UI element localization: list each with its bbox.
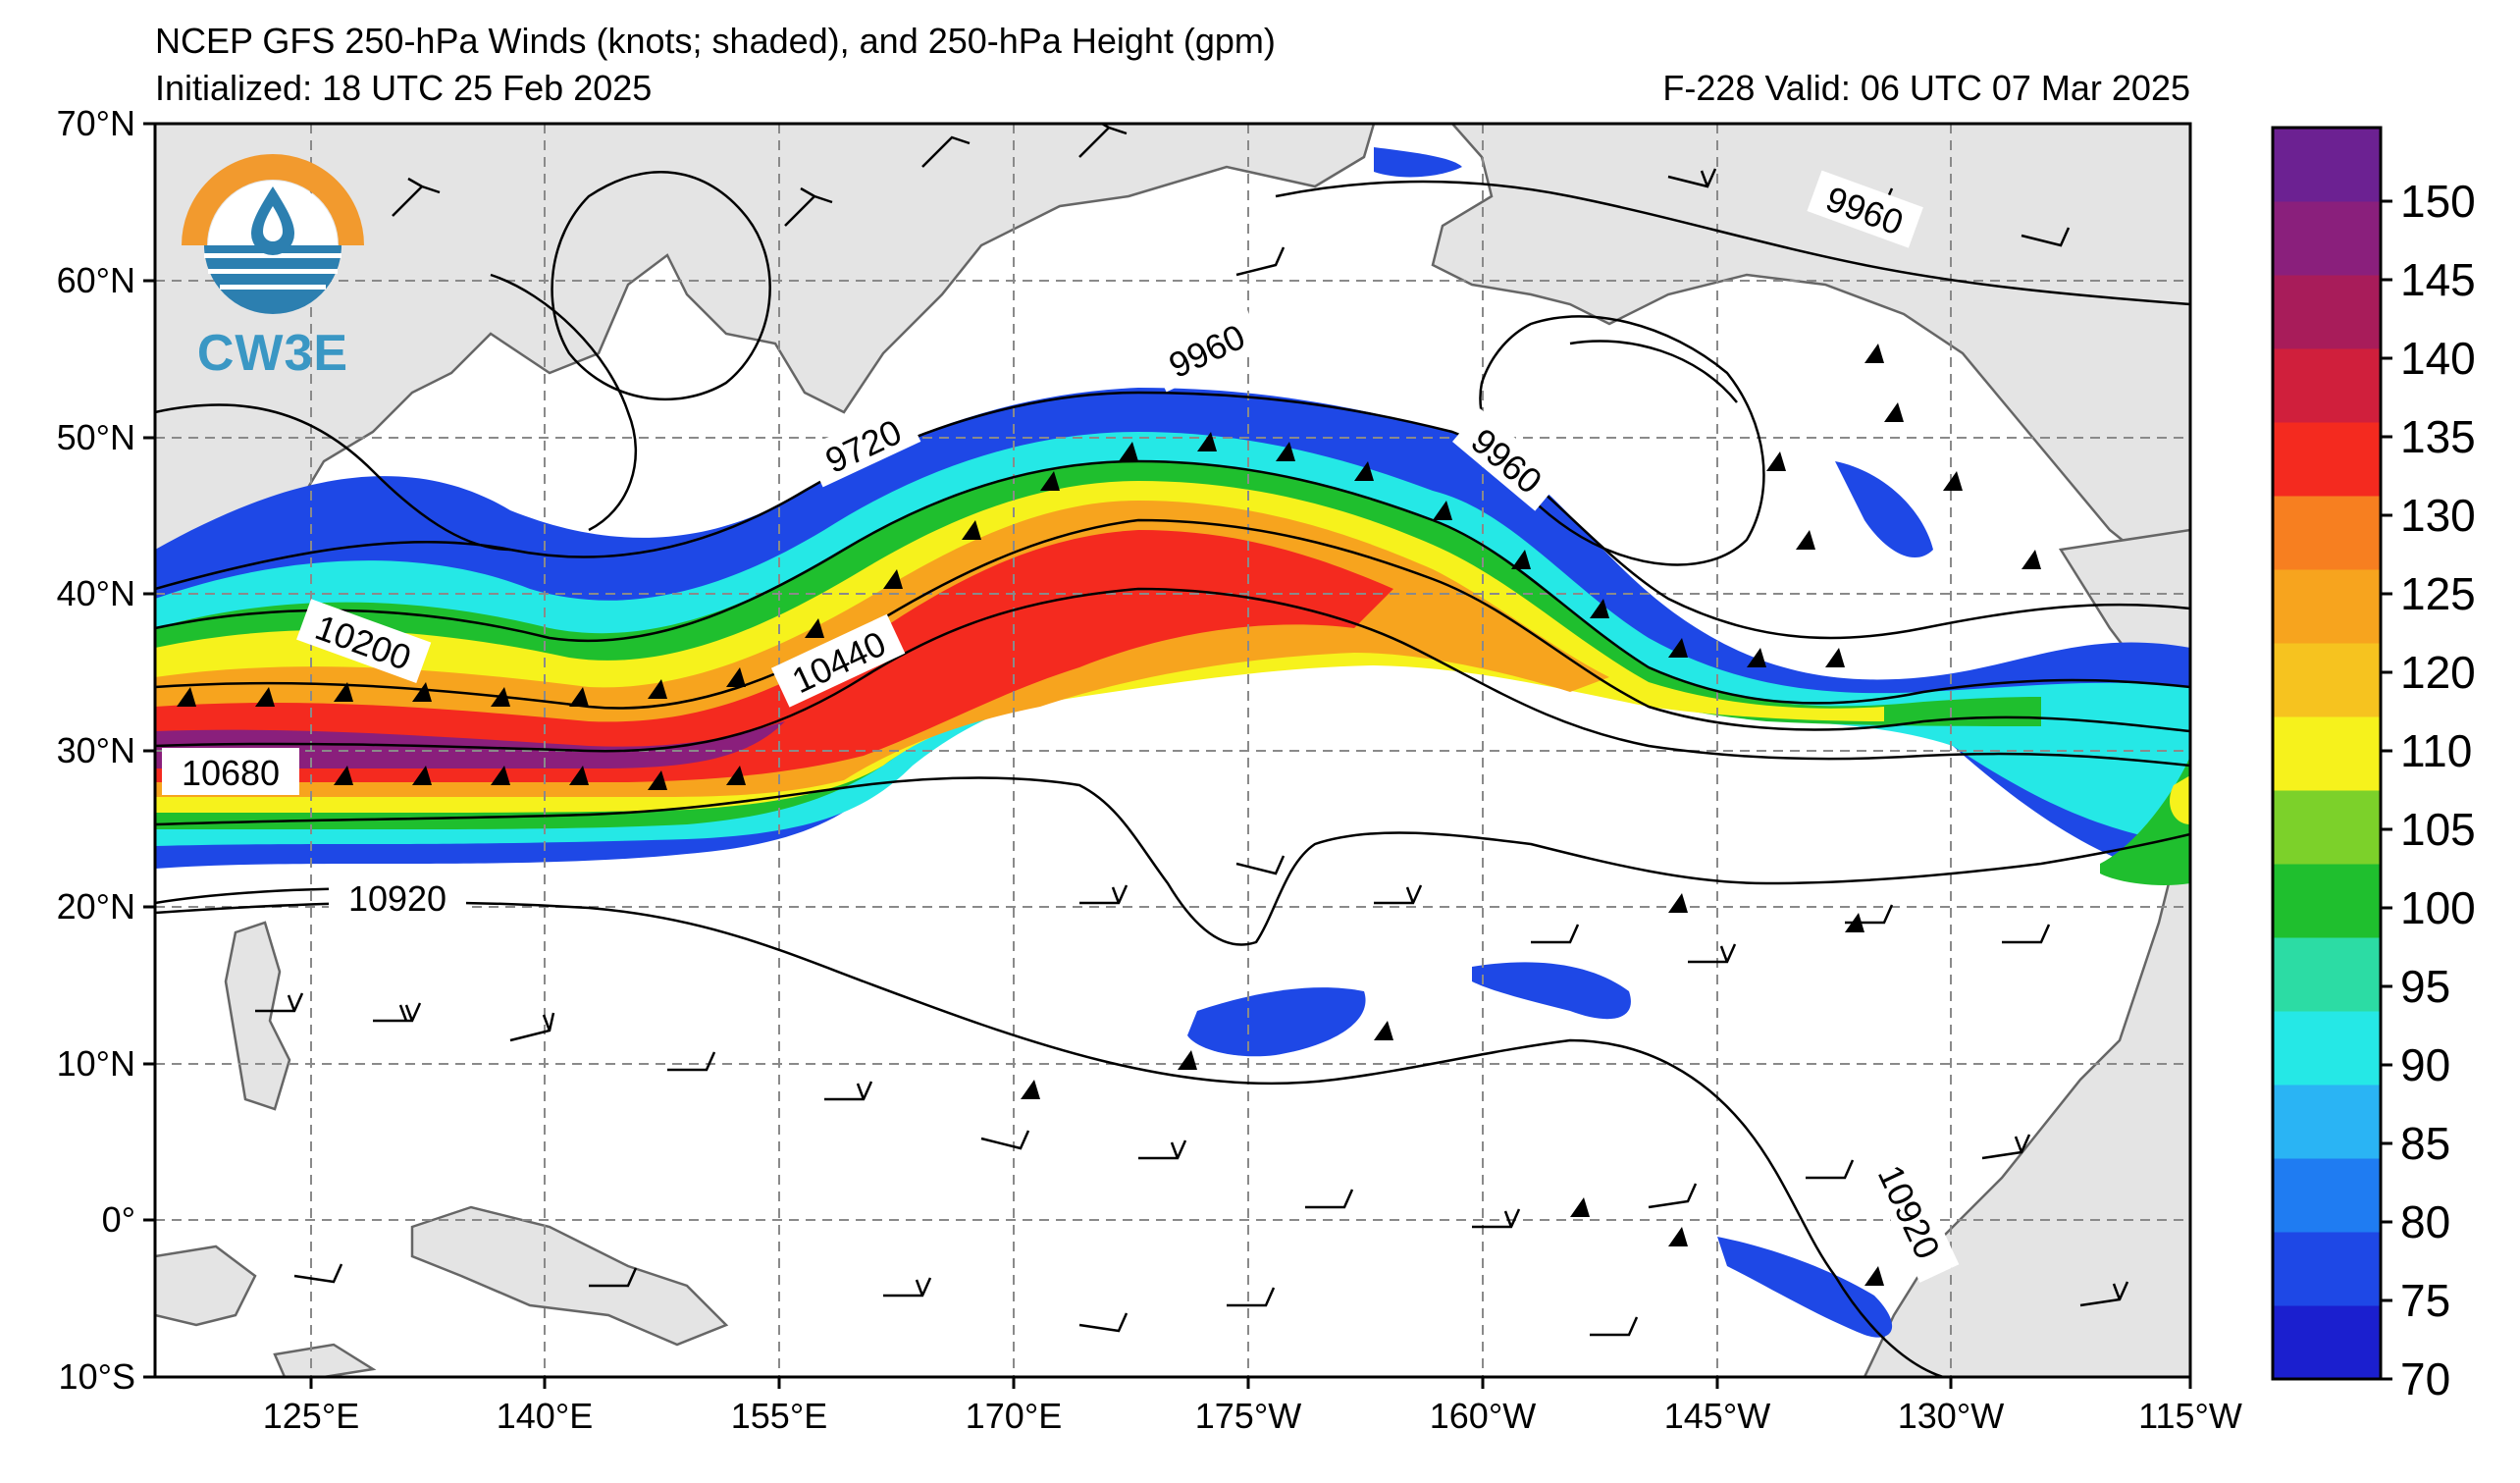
colorbar-swatch xyxy=(2273,128,2381,202)
colorbar-swatch xyxy=(2273,864,2381,938)
colorbar-swatch xyxy=(2273,1011,2381,1086)
longitude-labels: 125°E 140°E 155°E 170°E 175°W 160°W 145°… xyxy=(263,1396,2242,1436)
colorbar: 70 75 80 85 90 95 100 105 110 120 125 130 135 140 145 1… xyxy=(2271,126,2476,1404)
contour-label-10920-west: 10920 xyxy=(348,878,446,919)
colorbar-swatch xyxy=(2273,790,2381,865)
lon-label: 175°W xyxy=(1195,1396,1301,1436)
cw3e-logo-icon xyxy=(182,154,364,314)
colorbar-label: 85 xyxy=(2400,1118,2450,1169)
graticule xyxy=(155,124,2190,1377)
colorbar-label: 70 xyxy=(2400,1353,2450,1404)
axis-ticks xyxy=(143,122,2192,1389)
lat-label: 40°N xyxy=(57,573,135,613)
latitude-labels: 70°N 60°N 50°N 40°N 30°N 20°N 10°N 0° 10… xyxy=(57,103,135,1397)
colorbar-swatch xyxy=(2273,643,2381,717)
cw3e-logo-text: CW3E xyxy=(196,325,349,382)
colorbar-label: 75 xyxy=(2400,1275,2450,1326)
colorbar-swatch xyxy=(2273,496,2381,570)
lon-label: 155°E xyxy=(731,1396,827,1436)
lon-label: 115°W xyxy=(2138,1396,2242,1436)
colorbar-swatch xyxy=(2273,569,2381,644)
map-title: NCEP GFS 250-hPa Winds (knots; shaded), … xyxy=(155,21,1276,61)
colorbar-label: 150 xyxy=(2400,176,2476,227)
colorbar-swatch xyxy=(2273,1305,2381,1380)
colorbar-label: 130 xyxy=(2400,490,2476,541)
colorbar-swatch xyxy=(2273,937,2381,1012)
colorbar-label: 110 xyxy=(2400,725,2472,776)
colorbar-label: 90 xyxy=(2400,1039,2450,1090)
colorbar-swatch xyxy=(2273,1085,2381,1159)
colorbar-label: 140 xyxy=(2400,333,2476,384)
valid-time: F-228 Valid: 06 UTC 07 Mar 2025 xyxy=(1662,68,2190,108)
lat-label: 70°N xyxy=(57,103,135,143)
contour-label-10680: 10680 xyxy=(182,753,280,793)
colorbar-label: 105 xyxy=(2400,804,2476,855)
colorbar-swatch xyxy=(2273,201,2381,276)
colorbar-label: 95 xyxy=(2400,961,2450,1012)
lat-label: 0° xyxy=(102,1199,135,1240)
colorbar-label: 145 xyxy=(2400,254,2476,305)
colorbar-label: 80 xyxy=(2400,1196,2450,1247)
lat-label: 60°N xyxy=(57,260,135,300)
colorbar-swatch xyxy=(2273,275,2381,349)
lon-label: 125°E xyxy=(263,1396,359,1436)
colorbar-label: 135 xyxy=(2400,411,2476,462)
colorbar-label: 125 xyxy=(2400,568,2476,619)
colorbar-frame xyxy=(2271,126,2383,1381)
lon-label: 145°W xyxy=(1664,1396,1770,1436)
colorbar-swatch xyxy=(2273,1158,2381,1233)
colorbar-swatch xyxy=(2273,348,2381,423)
lat-label: 20°N xyxy=(57,886,135,927)
colorbar-swatch xyxy=(2273,422,2381,497)
lat-label: 50°N xyxy=(57,417,135,457)
lon-label: 140°E xyxy=(497,1396,593,1436)
colorbar-swatch xyxy=(2273,1232,2381,1306)
colorbar-label: 100 xyxy=(2400,882,2476,933)
lon-label: 170°E xyxy=(966,1396,1062,1436)
initialized-time: Initialized: 18 UTC 25 Feb 2025 xyxy=(155,68,653,108)
lat-label: 10°S xyxy=(59,1356,135,1397)
colorbar-label: 120 xyxy=(2400,647,2476,698)
colorbar-swatch xyxy=(2273,716,2381,791)
lon-label: 130°W xyxy=(1898,1396,2004,1436)
wind-speed-shading xyxy=(155,147,2190,1338)
lat-label: 10°N xyxy=(57,1043,135,1084)
cw3e-logo: CW3E xyxy=(165,137,381,383)
lon-label: 160°W xyxy=(1430,1396,1536,1436)
lat-label: 30°N xyxy=(57,730,135,770)
